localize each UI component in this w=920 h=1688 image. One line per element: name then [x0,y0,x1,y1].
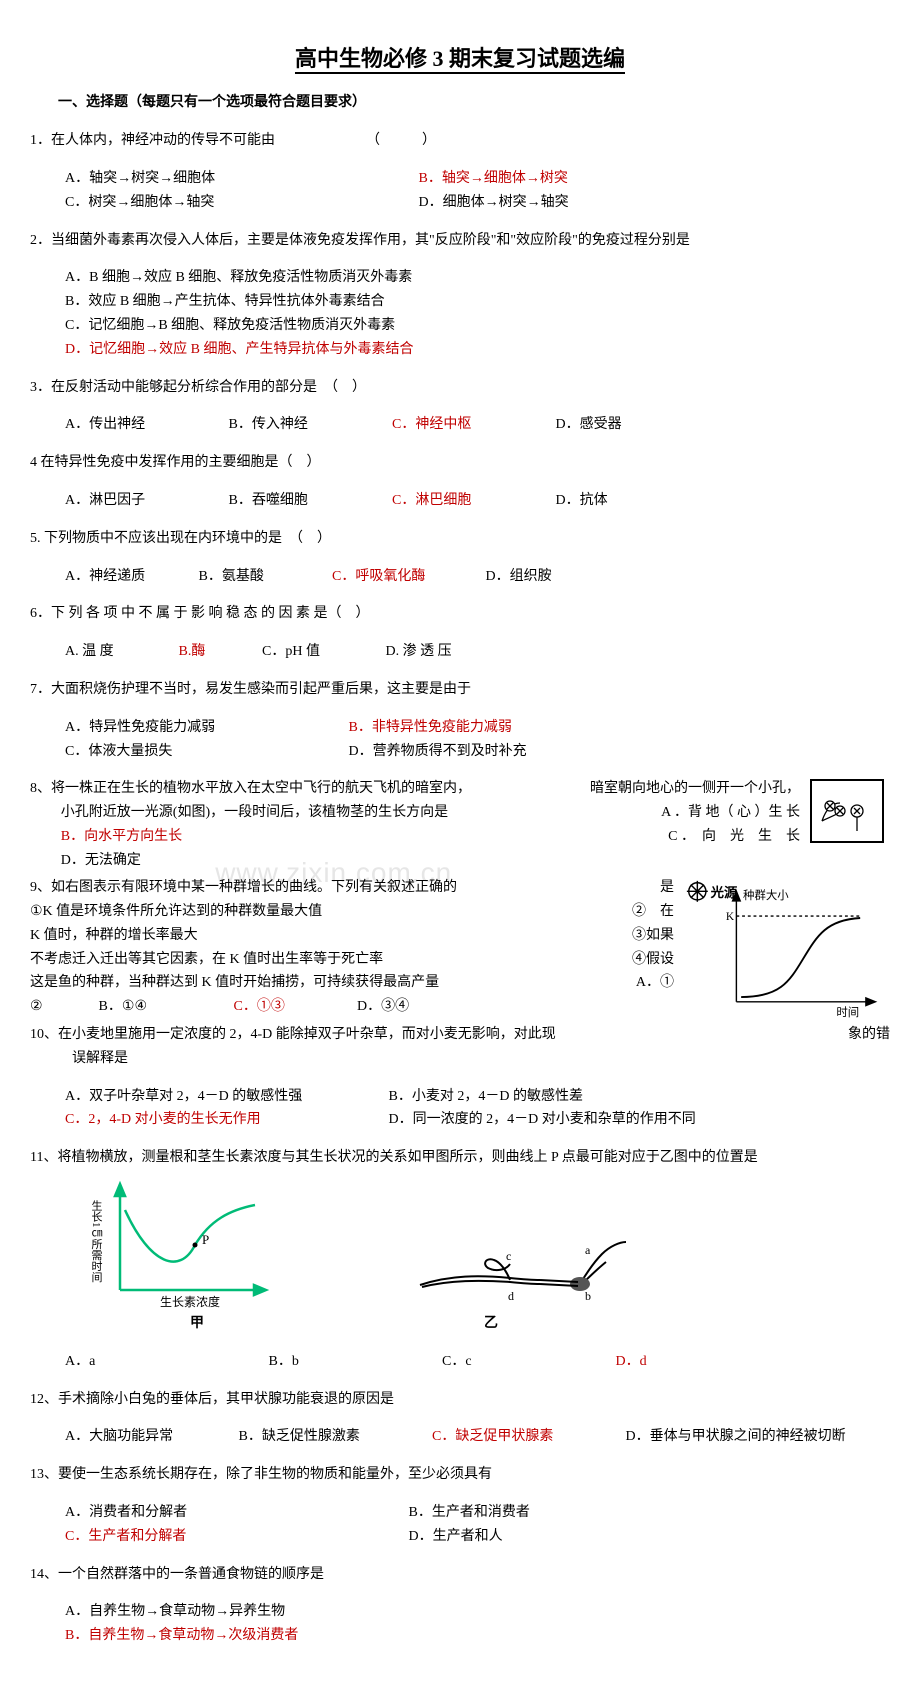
q11-fig-labels: 甲 乙 [190,1312,890,1336]
q10-b: B．小麦对 2，4－D 的敏感性差 [389,1085,589,1109]
q1-c: C．树突→细胞体→轴突 [65,191,415,215]
q3-stem: 3．在反射活动中能够起分析综合作用的部分是 （ ） [30,376,890,400]
q13-b: B．生产者和消费者 [409,1501,759,1525]
q12-b: B．缺乏促性腺激素 [239,1425,429,1449]
q7-d: D．营养物质得不到及时补充 [349,740,699,764]
q1-opts: A．轴突→树突→细胞体 B．轴突→细胞体→树突 C．树突→细胞体→轴突 D．细胞… [65,167,890,215]
q10-c: C．2，4-D 对小麦的生长无作用 [65,1108,385,1132]
q9-ylabel: 种群大小 [743,888,789,902]
q7-opts: A．特异性免疫能力减弱 B．非特异性免疫能力减弱 C．体液大量损失 D．营养物质… [65,716,890,764]
q8-d: D．无法确定 [30,849,890,873]
q11-figures: P 生长1㎝所需时间 生长素浓度 c a d b [90,1180,890,1310]
q12-a: A．大脑功能异常 [65,1425,235,1449]
q11-stem: 11、将植物横放，测量根和茎生长素浓度与其生长状况的关系如甲图所示，则曲线上 P… [30,1146,890,1170]
svg-text:b: b [585,1289,591,1303]
q5-stem: 5. 下列物质中不应该出现在内环境中的是 （ ） [30,527,890,551]
q5-a: A．神经递质 [65,565,195,589]
q9-k: K [726,911,735,923]
svg-text:d: d [508,1289,514,1303]
q3-d: D．感受器 [556,413,716,437]
q10-d: D．同一浓度的 2，4－D 对小麦和杂草的作用不同 [389,1108,696,1132]
q6-b: B.酶 [179,640,259,664]
svg-text:生长1㎝所需时间: 生长1㎝所需时间 [90,1199,103,1284]
q5-opts: A．神经递质 B．氨基酸 C．呼吸氧化酶 D．组织胺 [65,565,890,589]
q13-a: A．消费者和分解者 [65,1501,405,1525]
q4-stem: 4 在特异性免疫中发挥作用的主要细胞是（ ） [30,451,890,475]
q7-stem: 7．大面积烧伤护理不当时，易发生感染而引起严重后果，这主要是由于 [30,678,890,702]
q10-line2: 误解释是 [30,1047,890,1071]
page-title: 高中生物必修 3 期末复习试题选编 [30,40,890,77]
q4-opts: A．淋巴因子 B．吞噬细胞 C．淋巴细胞 D．抗体 [65,489,890,513]
q4-c: C．淋巴细胞 [392,489,552,513]
q8-line2: 小孔附近放一光源(如图)，一段时间后，该植物茎的生长方向是 A ．背 地（ 心 … [30,801,890,825]
q1-d: D．细胞体→树突→轴突 [419,191,769,215]
q9-light-label: 光源 [710,884,738,900]
q11-c: C．c [442,1350,612,1374]
q14-opts: A．自养生物→食草动物→异养生物 B．自养生物→食草动物→次级消费者 [65,1600,890,1648]
q13-stem: 13、要使一生态系统长期存在，除了非生物的物质和能量外，至少必须具有 [30,1463,890,1487]
q8-figure [810,779,884,843]
q4-d: D．抗体 [556,489,716,513]
svg-text:生长素浓度: 生长素浓度 [160,1294,220,1309]
q4-b: B．吞噬细胞 [229,489,389,513]
q14-b: B．自养生物→食草动物→次级消费者 [65,1624,298,1648]
q6-stem: 6．下 列 各 项 中 不 属 于 影 响 稳 态 的 因 素 是（ ） [30,602,890,626]
q13-c: C．生产者和分解者 [65,1525,405,1549]
q11-b: B．b [269,1350,439,1374]
q2-stem: 2．当细菌外毒素再次侵入人体后，主要是体液免疫发挥作用，其"反应阶段"和"效应阶… [30,229,890,253]
q6-opts: A. 温 度 B.酶 C．pH 值 D. 渗 透 压 [65,640,890,664]
q2-b: B．效应 B 细胞→产生抗体、特异性抗体外毒素结合 [65,290,385,314]
q9-xlabel: 时间 [836,1006,859,1019]
q12-stem: 12、手术摘除小白兔的垂体后，其甲状腺功能衰退的原因是 [30,1388,890,1412]
q12-opts: A．大脑功能异常 B．缺乏促性腺激素 C．缺乏促甲状腺素 D．垂体与甲状腺之间的… [65,1425,890,1449]
svg-text:P: P [202,1232,209,1247]
q6-a: A. 温 度 [65,640,175,664]
q14-a: A．自养生物→食草动物→异养生物 [65,1600,285,1624]
q2-d: D．记忆细胞→效应 B 细胞、产生特异抗体与外毒素结合 [65,338,413,362]
q11-a: A．a [65,1350,265,1374]
q1-a: A．轴突→树突→细胞体 [65,167,415,191]
q7-b: B．非特异性免疫能力减弱 [349,716,699,740]
q6-d: D. 渗 透 压 [386,640,546,664]
q2-a: A．B 细胞→效应 B 细胞、释放免疫活性物质消灭外毒素 [65,266,412,290]
q3-a: A．传出神经 [65,413,225,437]
q4-a: A．淋巴因子 [65,489,225,513]
svg-text:a: a [585,1243,591,1257]
q5-d: D．组织胺 [486,565,646,589]
svg-text:c: c [506,1249,511,1263]
q12-c: C．缺乏促甲状腺素 [432,1425,622,1449]
q5-c: C．呼吸氧化酶 [332,565,482,589]
q6-c: C．pH 值 [262,640,382,664]
q10-a: A．双子叶杂草对 2，4－D 的敏感性强 [65,1085,385,1109]
q3-opts: A．传出神经 B．传入神经 C．神经中枢 D．感受器 [65,413,890,437]
q13-d: D．生产者和人 [409,1525,759,1549]
q11-fig-yi: c a d b [410,1220,640,1310]
q12-d: D．垂体与甲状腺之间的神经被切断 [626,1425,846,1449]
q9-figure: 光源 种群大小 K 时间 [684,878,884,1021]
q10-line1: 10、在小麦地里施用一定浓度的 2，4-D 能除掉双子叶杂草，而对小麦无影响，对… [30,1023,890,1047]
q2-opts: A．B 细胞→效应 B 细胞、释放免疫活性物质消灭外毒素 B．效应 B 细胞→产… [65,266,890,361]
q1-stem: 1．在人体内，神经冲动的传导不可能由 （ ） [30,129,890,153]
q8-bc: B．向水平方向生长 C ． 向 光 生 长 [30,825,890,849]
q3-c: C．神经中枢 [392,413,552,437]
q1-b: B．轴突→细胞体→树突 [419,167,769,191]
q13-opts: A．消费者和分解者 B．生产者和消费者 C．生产者和分解者 D．生产者和人 [65,1501,890,1549]
q11-opts: A．a B．b C．c D．d [65,1350,890,1374]
q11-fig-jia: P 生长1㎝所需时间 生长素浓度 [90,1180,270,1310]
q2-c: C．记忆细胞→B 细胞、释放免疫活性物质消灭外毒素 [65,314,395,338]
q5-b: B．氨基酸 [199,565,329,589]
q11-d: D．d [616,1350,776,1374]
q8-line1: 8、将一株正在生长的植物水平放入在太空中飞行的航天飞机的暗室内， 暗室朝向地心的… [30,777,890,801]
q10-opts: A．双子叶杂草对 2，4－D 的敏感性强 B．小麦对 2，4－D 的敏感性差 C… [65,1085,890,1133]
q3-b: B．传入神经 [229,413,389,437]
q14-stem: 14、一个自然群落中的一条普通食物链的顺序是 [30,1563,890,1587]
section-head: 一、选择题（每题只有一个选项最符合题目要求） [30,91,890,115]
q7-a: A．特异性免疫能力减弱 [65,716,345,740]
q7-c: C．体液大量损失 [65,740,345,764]
